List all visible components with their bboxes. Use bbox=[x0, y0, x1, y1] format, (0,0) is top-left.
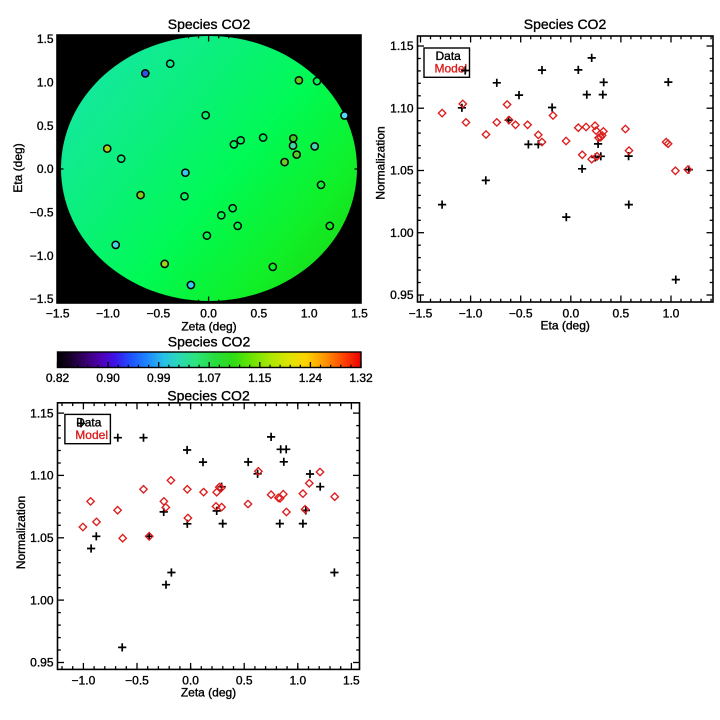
svg-text:1.24: 1.24 bbox=[299, 371, 323, 385]
svg-text:1.0: 1.0 bbox=[37, 76, 54, 90]
svg-text:Data: Data bbox=[76, 416, 102, 430]
svg-text:0.0: 0.0 bbox=[562, 307, 579, 321]
svg-text:−0.5: −0.5 bbox=[509, 307, 533, 321]
svg-text:Normalization: Normalization bbox=[374, 126, 388, 199]
svg-text:Data: Data bbox=[436, 49, 462, 63]
svg-text:1.5: 1.5 bbox=[351, 307, 368, 321]
svg-text:1.32: 1.32 bbox=[349, 371, 373, 385]
svg-text:Zeta (deg): Zeta (deg) bbox=[181, 320, 236, 334]
svg-text:0.82: 0.82 bbox=[46, 371, 70, 385]
svg-text:Eta (deg): Eta (deg) bbox=[11, 143, 25, 192]
svg-text:−1.0: −1.0 bbox=[459, 307, 483, 321]
svg-text:Model: Model bbox=[75, 428, 108, 442]
svg-text:0.5: 0.5 bbox=[37, 119, 54, 133]
svg-text:0.0: 0.0 bbox=[182, 674, 199, 688]
svg-text:1.00: 1.00 bbox=[30, 593, 54, 607]
svg-text:1.10: 1.10 bbox=[390, 101, 414, 115]
svg-text:0.5: 0.5 bbox=[236, 674, 253, 688]
svg-text:Zeta (deg): Zeta (deg) bbox=[181, 686, 236, 700]
svg-text:Model: Model bbox=[435, 62, 468, 76]
svg-text:Normalization: Normalization bbox=[14, 496, 28, 569]
svg-text:−0.5: −0.5 bbox=[125, 674, 149, 688]
svg-text:1.05: 1.05 bbox=[390, 164, 414, 178]
svg-text:1.0: 1.0 bbox=[289, 674, 306, 688]
svg-text:0.95: 0.95 bbox=[390, 288, 414, 302]
svg-text:Species CO2: Species CO2 bbox=[167, 387, 250, 403]
svg-text:Species CO2: Species CO2 bbox=[524, 16, 607, 32]
svg-text:−1.5: −1.5 bbox=[46, 307, 70, 321]
svg-text:0.5: 0.5 bbox=[251, 307, 268, 321]
svg-text:1.5: 1.5 bbox=[343, 674, 360, 688]
svg-text:0.0: 0.0 bbox=[37, 162, 54, 176]
svg-text:−1.0: −1.0 bbox=[96, 307, 120, 321]
svg-text:Eta (deg): Eta (deg) bbox=[541, 319, 590, 333]
svg-text:1.15: 1.15 bbox=[30, 406, 54, 420]
svg-text:−1.0: −1.0 bbox=[72, 674, 96, 688]
svg-text:0.95: 0.95 bbox=[30, 656, 54, 670]
svg-text:0.0: 0.0 bbox=[200, 307, 217, 321]
svg-text:1.07: 1.07 bbox=[198, 371, 222, 385]
svg-text:0.90: 0.90 bbox=[96, 371, 120, 385]
svg-text:−1.0: −1.0 bbox=[30, 249, 54, 263]
svg-text:−0.5: −0.5 bbox=[146, 307, 170, 321]
svg-text:1.00: 1.00 bbox=[390, 226, 414, 240]
svg-text:1.0: 1.0 bbox=[663, 307, 680, 321]
svg-text:0.5: 0.5 bbox=[613, 307, 630, 321]
svg-text:1.15: 1.15 bbox=[390, 39, 414, 53]
svg-text:Species CO2: Species CO2 bbox=[168, 16, 251, 32]
svg-text:0.99: 0.99 bbox=[147, 371, 171, 385]
svg-text:1.5: 1.5 bbox=[37, 32, 54, 46]
svg-text:1.05: 1.05 bbox=[30, 531, 54, 545]
svg-text:−1.5: −1.5 bbox=[409, 307, 433, 321]
svg-text:−1.5: −1.5 bbox=[30, 292, 54, 306]
svg-text:1.15: 1.15 bbox=[248, 371, 272, 385]
svg-text:Species CO2: Species CO2 bbox=[168, 333, 251, 349]
svg-text:1.10: 1.10 bbox=[30, 469, 54, 483]
svg-text:1.0: 1.0 bbox=[301, 307, 318, 321]
svg-text:−0.5: −0.5 bbox=[30, 206, 54, 220]
